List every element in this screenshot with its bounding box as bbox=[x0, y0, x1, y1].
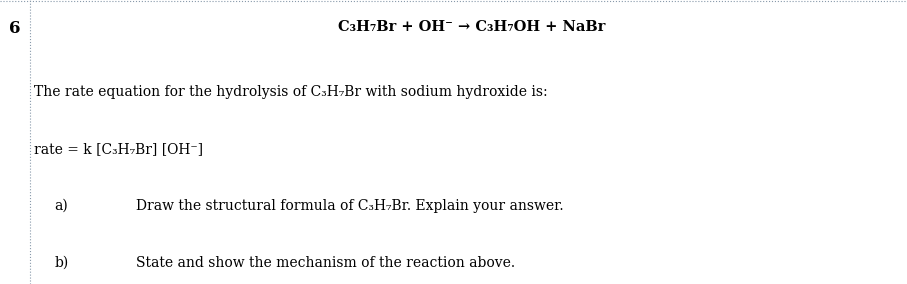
Text: b): b) bbox=[54, 256, 69, 270]
Text: State and show the mechanism of the reaction above.: State and show the mechanism of the reac… bbox=[136, 256, 515, 270]
Text: Draw the structural formula of C₃H₇Br. Explain your answer.: Draw the structural formula of C₃H₇Br. E… bbox=[136, 199, 563, 213]
Text: C₃H₇Br + OH⁻ → C₃H₇OH + NaBr: C₃H₇Br + OH⁻ → C₃H₇OH + NaBr bbox=[338, 20, 605, 34]
Text: a): a) bbox=[54, 199, 68, 213]
Text: The rate equation for the hydrolysis of C₃H₇Br with sodium hydroxide is:: The rate equation for the hydrolysis of … bbox=[34, 85, 548, 99]
Text: rate = k [C₃H₇Br] [OH⁻]: rate = k [C₃H₇Br] [OH⁻] bbox=[34, 142, 203, 156]
Text: 6: 6 bbox=[9, 20, 21, 37]
